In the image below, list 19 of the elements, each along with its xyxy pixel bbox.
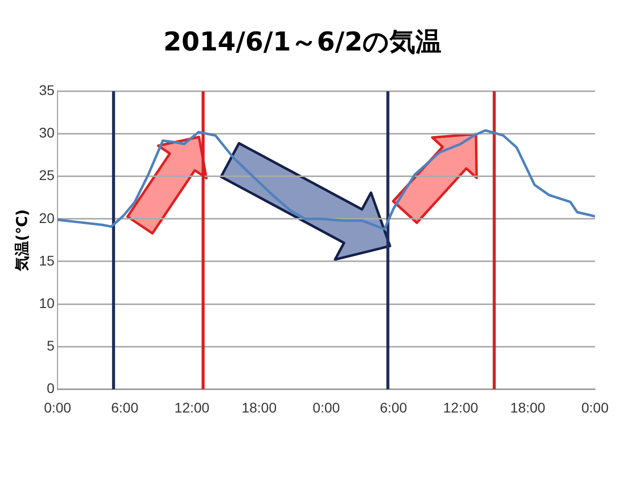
y-tick-label: 25 <box>38 167 55 184</box>
y-tick-label: 35 <box>38 82 55 98</box>
y-tick-label: 30 <box>38 124 55 141</box>
x-tick-label: 0:00 <box>312 399 340 416</box>
x-tick-label: 0:00 <box>581 399 609 416</box>
x-tick-label: 18:00 <box>510 399 546 416</box>
x-tick-label: 12:00 <box>174 399 210 416</box>
y-tick-label: 5 <box>46 337 55 354</box>
y-tick-label: 15 <box>38 252 55 268</box>
chart-title: 2014/6/1～6/2の気温 <box>163 27 442 58</box>
x-tick-label: 12:00 <box>443 399 478 416</box>
y-tick-label: 10 <box>38 294 55 311</box>
x-tick-label: 6:00 <box>380 399 408 416</box>
x-tick-label: 6:00 <box>111 399 139 416</box>
x-tick-label: 18:00 <box>242 399 277 416</box>
y-tick-label: 0 <box>46 380 55 396</box>
y-tick-label: 20 <box>38 210 55 226</box>
y-axis-title: 気温(℃) <box>12 209 31 272</box>
x-tick-label: 0:00 <box>44 399 72 416</box>
